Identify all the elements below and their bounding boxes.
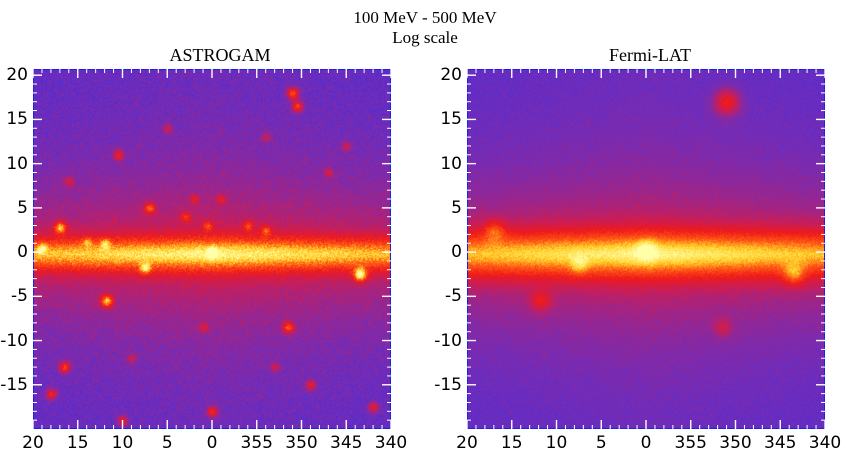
x-tick-label: 345: [764, 433, 797, 453]
x-tick-label: 20: [22, 433, 44, 453]
fermi-lat-title: Fermi-LAT: [609, 45, 691, 65]
x-tick-label: 10: [545, 433, 568, 453]
x-tick-label: 5: [161, 433, 173, 453]
fermi-lat-skymap: [467, 69, 825, 429]
x-tick-label: 0: [206, 433, 218, 453]
y-tick-label: -10: [0, 330, 28, 351]
y-tick-label: 10: [6, 153, 28, 174]
y-tick-label: 20: [6, 65, 28, 86]
y-tick-label: -5: [445, 286, 462, 307]
astrogam-tick-marks: [33, 69, 391, 429]
y-tick-label: 0: [451, 242, 462, 263]
x-tick-label: 355: [674, 433, 707, 453]
x-tick-label: 350: [285, 433, 318, 453]
y-tick-label: -5: [11, 286, 28, 307]
scale-label: Log scale: [392, 28, 458, 47]
x-tick-label: 15: [500, 433, 523, 453]
x-tick-label: 340: [808, 433, 842, 453]
astrogam-skymap-image: [33, 69, 391, 429]
y-tick-label: 20: [440, 65, 462, 86]
x-tick-label: 5: [595, 433, 607, 453]
astrogam-skymap: [33, 69, 391, 429]
y-tick-label: -10: [434, 330, 462, 351]
y-tick-label: 15: [440, 109, 462, 130]
y-tick-label: 15: [6, 109, 28, 130]
x-tick-label: 15: [66, 433, 89, 453]
figure-header: 100 MeV - 500 MeV Log scale: [0, 8, 850, 48]
plot-frame: [33, 69, 391, 429]
fermi-lat-skymap-image: [467, 69, 825, 429]
y-tick-label: -15: [0, 374, 28, 395]
x-tick-label: 345: [330, 433, 363, 453]
y-tick-label: 5: [17, 197, 28, 218]
x-tick-label: 20: [456, 433, 478, 453]
x-tick-label: 0: [640, 433, 652, 453]
fermi-lat-tick-marks: [467, 69, 825, 429]
y-tick-label: 10: [440, 153, 462, 174]
plot-frame: [467, 69, 825, 429]
energy-range-label: 100 MeV - 500 MeV: [353, 8, 497, 27]
x-tick-label: 350: [719, 433, 752, 453]
y-tick-label: -15: [434, 374, 462, 395]
y-tick-label: 5: [451, 197, 462, 218]
x-tick-label: 340: [374, 433, 408, 453]
y-tick-label: 0: [17, 242, 28, 263]
x-tick-label: 10: [111, 433, 134, 453]
x-tick-label: 355: [240, 433, 273, 453]
astrogam-title: ASTROGAM: [169, 45, 271, 65]
